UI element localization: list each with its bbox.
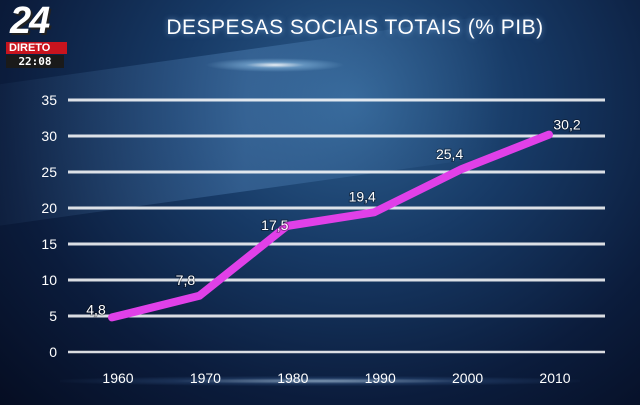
data-label: 30,2 [553,117,580,133]
y-tick-label: 10 [41,272,57,288]
live-badge: DIRETO [6,42,67,54]
chart-title: DESPESAS SOCIAIS TOTAIS (% PIB) [166,16,544,39]
y-tick-label: 25 [41,164,57,180]
x-tick-label: 1980 [277,370,308,386]
data-labels: 4,8 7,8 17,5 19,4 25,4 30,2 [85,116,582,319]
data-label: 4,8 [86,301,106,317]
lens-flare [205,58,345,72]
y-tick-label: 35 [41,92,57,108]
channel-logo: 24 DIRETO 22:08 [4,0,70,68]
x-tick-label: 1960 [102,370,133,386]
y-tick-label: 5 [49,308,57,324]
x-tick-label: 1990 [365,370,396,386]
data-label: 17,5 [261,217,288,233]
bottom-light-streak [60,376,580,386]
series-line [108,130,553,322]
clock: 22:08 [6,55,64,68]
x-tick-label: 2010 [539,370,570,386]
data-label: 25,4 [436,146,463,162]
y-tick-label: 20 [41,200,57,216]
channel-number: 24 [10,0,50,42]
x-tick-label: 1970 [190,370,221,386]
y-axis-ticks: 0 5 10 15 20 25 30 35 [41,92,57,360]
y-tick-label: 15 [41,236,57,252]
data-label: 19,4 [349,188,376,204]
grid-lines [68,98,605,354]
series-path [108,130,553,322]
y-tick-label: 0 [49,344,57,360]
y-tick-label: 30 [41,128,57,144]
data-label: 7,8 [176,272,196,288]
x-axis-ticks: 1960 1970 1980 1990 2000 2010 [102,370,570,386]
x-tick-label: 2000 [452,370,483,386]
